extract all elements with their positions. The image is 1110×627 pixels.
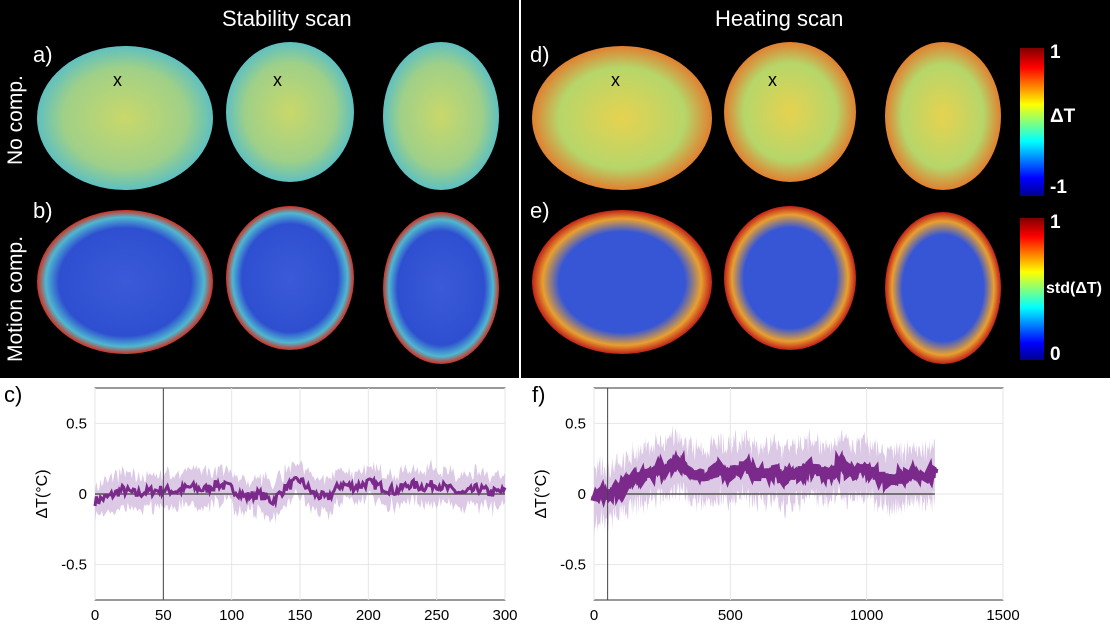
brain-d-sagittal	[532, 46, 712, 190]
plot-c-ytick-label: 0	[79, 486, 87, 503]
plot-c-xtick-label: 50	[155, 607, 172, 624]
plot-f-xtick-label: 1000	[850, 607, 883, 624]
plot-f-std-band	[594, 424, 935, 537]
panel-letter-e: e)	[530, 198, 550, 223]
panel-letter-d: d)	[530, 42, 550, 67]
plot-c-std-band	[95, 459, 505, 523]
marker-x-a-coronal: x	[273, 70, 282, 90]
panel-letter-b: b)	[33, 198, 53, 223]
plot-f-ytick-label: 0	[578, 486, 586, 503]
brain-b-axial	[383, 212, 499, 364]
plot-c-xtick-label: 300	[492, 607, 517, 624]
brain-e-sagittal	[532, 210, 712, 354]
brain-images	[37, 42, 1044, 364]
brain-d-axial	[885, 42, 1001, 190]
colorbar-top-max: 1	[1050, 42, 1061, 63]
colorbar-bottom-max: 1	[1050, 212, 1061, 233]
marker-x-d-sagittal: x	[611, 70, 620, 90]
plot-c-xtick-label: 250	[424, 607, 449, 624]
colorbar-bottom-label: std(ΔT)	[1046, 280, 1102, 297]
brain-b-coronal	[226, 206, 354, 350]
colorbar-bottom-min: 0	[1050, 344, 1061, 365]
heating-scan-title: Heating scan	[715, 6, 844, 31]
plot-c-xtick-label: 150	[287, 607, 312, 624]
plot-f-mean-line	[590, 449, 939, 509]
plot-c-ytick-label: 0.5	[66, 415, 87, 432]
plot-f-ytick-label: -0.5	[560, 557, 586, 574]
colorbar-std-delta-t	[1020, 218, 1044, 360]
plot-f-xtick-label: 0	[590, 607, 598, 624]
plot-c-xtick-label: 100	[219, 607, 244, 624]
plot-c-ylabel: ΔT(°C)	[34, 469, 51, 518]
divider	[519, 0, 521, 378]
brain-e-axial	[885, 212, 1001, 364]
panel-letter-f: f)	[532, 382, 546, 407]
panel-letter-c: c)	[4, 382, 23, 407]
plot-f-xtick-label: 500	[718, 607, 743, 624]
brain-b-sagittal	[37, 210, 213, 354]
plot-c-xtick-label: 200	[356, 607, 381, 624]
plot-c-xtick-label: 0	[91, 607, 99, 624]
marker-x-a-sagittal: x	[113, 70, 122, 90]
panel-letter-a: a)	[33, 42, 53, 67]
stability-scan-title: Stability scan	[222, 6, 352, 31]
colorbar-top-min: -1	[1050, 177, 1067, 198]
plot-f-ylabel: ΔT(°C)	[533, 469, 550, 518]
brain-a-axial	[383, 42, 499, 190]
marker-x-d-coronal: x	[768, 70, 777, 90]
colorbar-top-label: ΔT	[1050, 106, 1076, 127]
brain-a-sagittal	[37, 46, 213, 190]
brain-a-coronal	[226, 42, 354, 182]
plot-f-ytick-label: 0.5	[565, 415, 586, 432]
brain-d-coronal	[724, 42, 856, 182]
plot-c-ytick-label: -0.5	[61, 557, 87, 574]
colorbar-delta-t	[1020, 48, 1044, 196]
brain-e-coronal	[724, 206, 856, 350]
plot-f-xtick-label: 1500	[986, 607, 1019, 624]
